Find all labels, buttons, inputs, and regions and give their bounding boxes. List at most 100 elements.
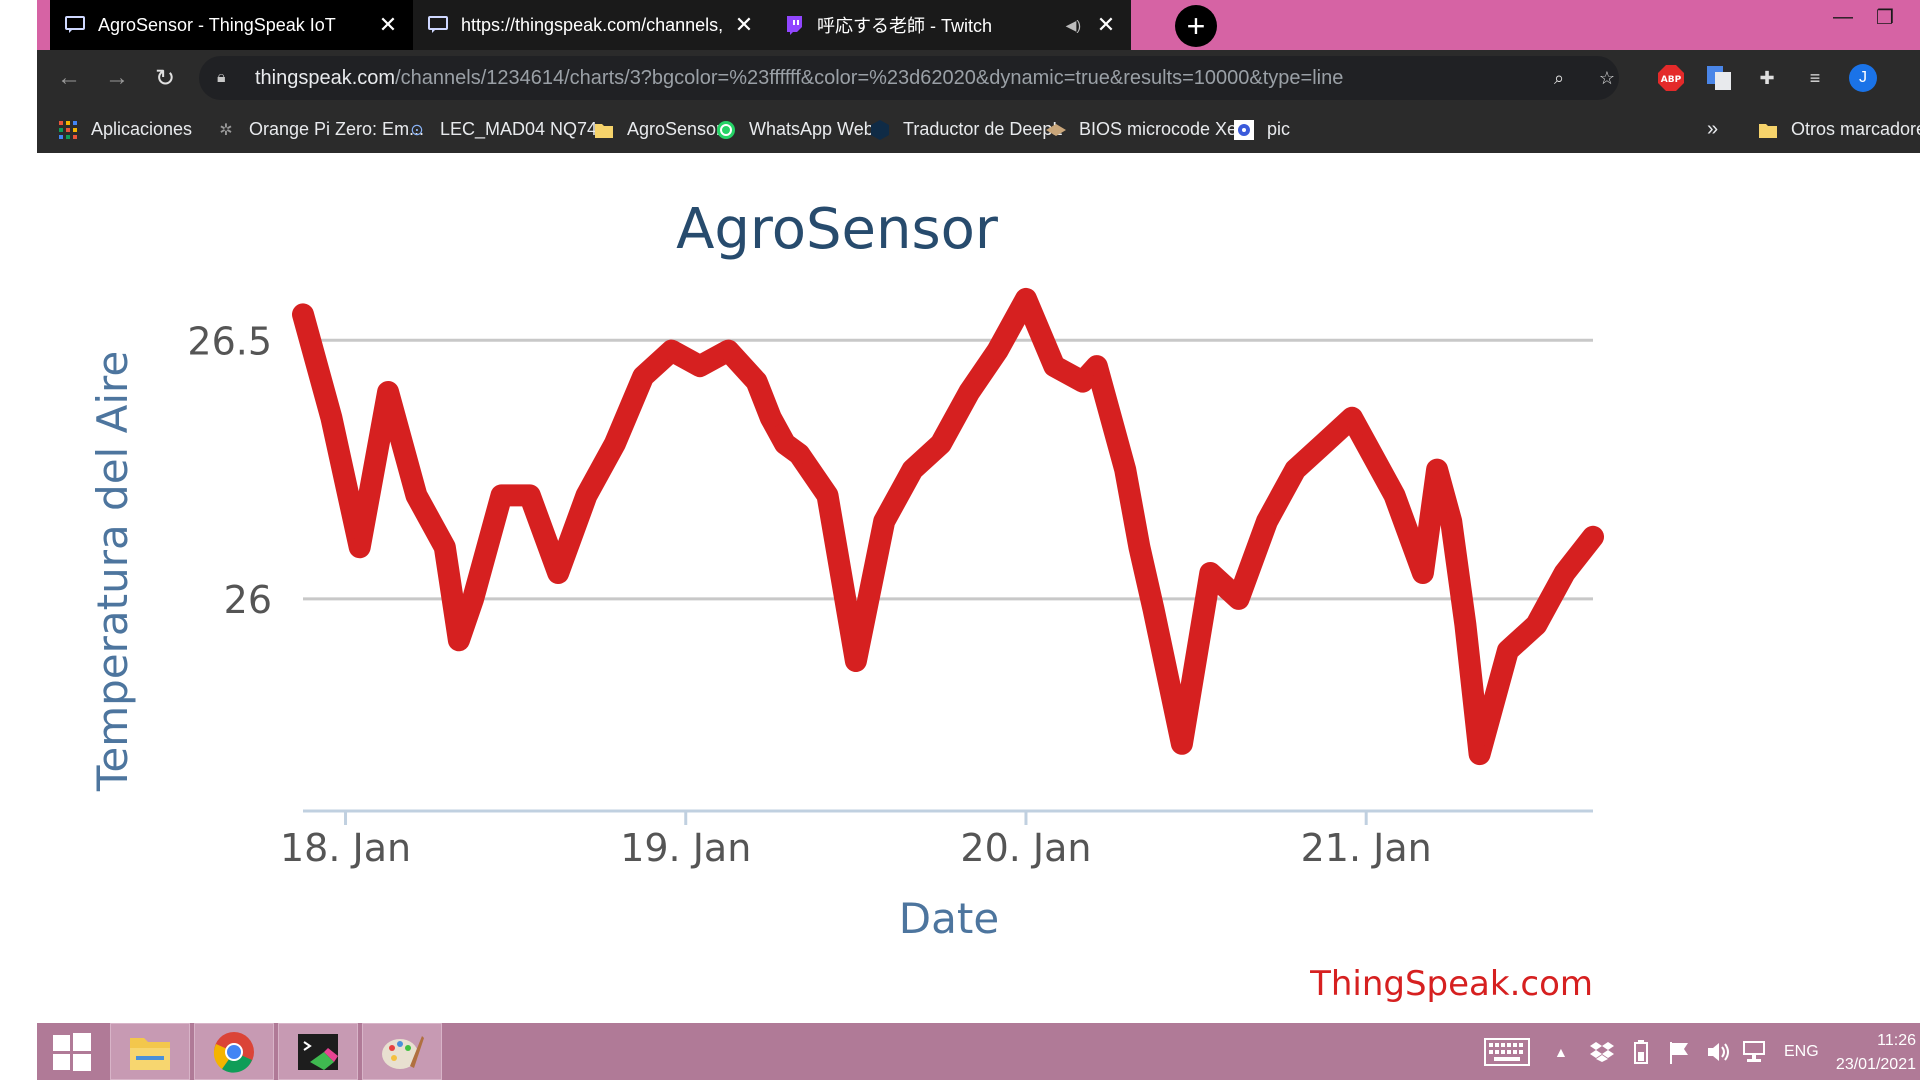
bookmark-apps[interactable]: Aplicaciones	[57, 106, 192, 153]
chrome-button[interactable]	[194, 1023, 274, 1080]
tab-twitch[interactable]: 呼応する老師 - Twitch ◀) ✕	[769, 0, 1131, 50]
data-point[interactable]	[1143, 599, 1164, 620]
speaker-icon[interactable]: ◀)	[1065, 16, 1081, 33]
restore-button[interactable]: ❐	[1876, 6, 1894, 29]
data-point[interactable]	[1313, 433, 1334, 454]
data-point[interactable]	[689, 356, 710, 377]
data-point[interactable]	[1072, 371, 1093, 392]
data-point[interactable]	[661, 340, 682, 361]
start-button[interactable]	[37, 1023, 107, 1080]
data-point[interactable]	[1412, 563, 1433, 583]
reload-icon[interactable]: ↻	[154, 64, 176, 92]
data-point[interactable]	[1129, 537, 1150, 558]
bookmark-agrosensor[interactable]: AgroSensor	[593, 106, 722, 153]
data-point[interactable]	[1086, 356, 1107, 377]
data-point[interactable]	[1441, 511, 1462, 532]
media-queue-icon[interactable]: ≡	[1809, 67, 1821, 88]
bookmark-whatsapp[interactable]: WhatsApp Web	[715, 106, 874, 153]
new-tab-button[interactable]: +	[1175, 5, 1217, 47]
data-point[interactable]	[434, 537, 455, 558]
forward-arrow-icon[interactable]: →	[105, 64, 129, 91]
power-icon[interactable]	[1630, 1023, 1652, 1080]
series-line[interactable]	[292, 287, 1604, 766]
data-point[interactable]	[775, 433, 795, 454]
data-point[interactable]	[1115, 459, 1136, 480]
data-point[interactable]	[1285, 459, 1306, 480]
network-icon[interactable]	[1742, 1023, 1768, 1080]
bookmark-other[interactable]: Otros marcadores	[1757, 106, 1920, 153]
data-point[interactable]	[1342, 407, 1362, 428]
data-point[interactable]	[1044, 356, 1065, 377]
bookmark-deepl[interactable]: Traductor de DeepL	[869, 106, 1062, 153]
paint-button[interactable]	[362, 1023, 442, 1080]
data-point[interactable]	[1497, 640, 1518, 661]
tab-channels[interactable]: https://thingspeak.com/channels, ✕	[413, 0, 769, 50]
zoom-icon[interactable]: ⌕	[1553, 67, 1565, 88]
system-clock[interactable]: 11:26 23/01/2021	[1828, 1029, 1920, 1077]
data-point[interactable]	[604, 433, 625, 454]
data-point[interactable]	[746, 371, 767, 392]
bookmark-bios[interactable]: BIOS microcode Xe...	[1045, 106, 1252, 153]
data-point[interactable]	[1583, 526, 1603, 547]
tab-agrosensor[interactable]: AgroSensor - ThingSpeak IoT ✕	[50, 0, 413, 50]
terminal-button[interactable]	[278, 1023, 358, 1080]
address-bar[interactable]: 🔒︎ thingspeak.com/channels/1234614/chart…	[199, 56, 1619, 100]
data-point[interactable]	[1427, 459, 1448, 480]
minimize-button[interactable]: —	[1833, 5, 1853, 28]
close-tab-icon[interactable]: ✕	[1096, 12, 1116, 37]
data-point[interactable]	[448, 630, 469, 651]
extensions-puzzle-icon[interactable]: ✚	[1759, 67, 1775, 88]
data-point[interactable]	[987, 340, 1008, 361]
data-point[interactable]	[1016, 288, 1036, 309]
bookmark-star-icon[interactable]: ☆	[1598, 67, 1616, 88]
language-indicator[interactable]: ENG	[1784, 1042, 1819, 1060]
data-point[interactable]	[519, 485, 540, 506]
data-point[interactable]	[1257, 511, 1277, 532]
flag-icon[interactable]	[1668, 1023, 1690, 1080]
chevron-up-icon[interactable]: ▲	[1554, 1043, 1568, 1060]
file-explorer-button[interactable]	[110, 1023, 190, 1080]
close-tab-icon[interactable]: ✕	[378, 12, 398, 37]
data-point[interactable]	[760, 407, 781, 428]
data-point[interactable]	[959, 382, 980, 402]
data-point[interactable]	[718, 340, 739, 361]
data-point[interactable]	[1356, 433, 1377, 454]
avatar[interactable]: J	[1847, 62, 1879, 94]
close-tab-icon[interactable]: ✕	[734, 12, 754, 37]
volume-icon[interactable]	[1706, 1023, 1732, 1080]
data-point[interactable]	[1101, 407, 1121, 428]
bookmark-pic[interactable]: pic	[1233, 106, 1290, 153]
data-point[interactable]	[1228, 588, 1249, 609]
data-point[interactable]	[1469, 744, 1490, 765]
data-point[interactable]	[576, 485, 597, 506]
adblock-plus-icon[interactable]: ABP	[1655, 62, 1687, 94]
back-arrow-icon[interactable]: ←	[57, 64, 81, 91]
bookmark-lec-mad04[interactable]: ⊙ LEC_MAD04 NQ74...	[406, 106, 612, 153]
bookmark-orange-pi[interactable]: ✲ Orange Pi Zero: Em...	[215, 106, 424, 153]
more-bookmarks-button[interactable]: »	[1707, 118, 1719, 140]
data-point[interactable]	[817, 485, 838, 506]
touch-keyboard-icon[interactable]	[1484, 1023, 1530, 1080]
data-point[interactable]	[378, 382, 399, 402]
data-point[interactable]	[845, 651, 866, 671]
data-point[interactable]	[902, 459, 923, 480]
data-point[interactable]	[1554, 563, 1575, 583]
data-point[interactable]	[874, 511, 895, 532]
thingspeak-watermark[interactable]: ThingSpeak.com	[1309, 964, 1593, 1004]
translate-icon[interactable]	[1703, 62, 1735, 94]
data-point[interactable]	[789, 444, 810, 465]
data-point[interactable]	[1200, 563, 1221, 583]
data-point[interactable]	[463, 588, 484, 609]
data-point[interactable]	[406, 485, 427, 506]
data-point[interactable]	[548, 563, 569, 583]
data-point[interactable]	[1384, 485, 1405, 506]
data-point[interactable]	[321, 407, 342, 428]
data-point[interactable]	[1171, 733, 1192, 754]
data-point[interactable]	[1526, 614, 1547, 635]
data-point[interactable]	[930, 433, 951, 454]
data-point[interactable]	[349, 537, 370, 558]
data-point[interactable]	[1455, 614, 1476, 635]
dropbox-icon[interactable]	[1590, 1023, 1614, 1080]
data-point[interactable]	[491, 485, 512, 506]
data-point[interactable]	[293, 304, 313, 325]
